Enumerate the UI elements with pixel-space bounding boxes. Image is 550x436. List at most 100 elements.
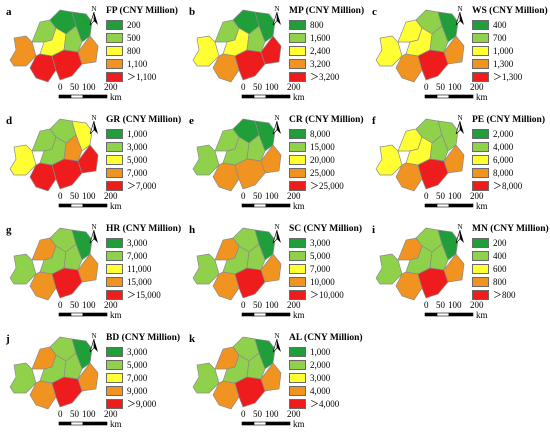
map-region-7: [51, 158, 83, 190]
map-panel-k: k N AL (CNY Million) 1,000 2,000 3,000 4,000 ＞4…: [183, 327, 363, 431]
legend-label: 7,000: [127, 167, 148, 178]
legend-swatch: [106, 32, 123, 43]
scale-tick-label: 200: [470, 82, 484, 92]
legend-label: 1,100: [127, 58, 148, 69]
map-panel-e: e N CR (CNY Million) 8,000 15,000 20,000 25,00…: [183, 109, 364, 213]
scale-unit: km: [293, 92, 305, 102]
map-panel-f: f N PE (CNY Million) 2,000 4,000 6,000 8,000 ＞8…: [366, 109, 546, 213]
map-region-8: [77, 253, 99, 283]
legend-swatch: [289, 385, 306, 396]
scale-tick-label: 0: [58, 82, 63, 92]
legend-title: WS (CNY Million): [472, 6, 548, 16]
map-panel-i: i N MN (CNY Million) 200 400 600 800 ＞800 0 50 100…: [366, 218, 549, 322]
legend-title: SC (CNY Million): [289, 224, 363, 234]
scale-bar-graphic: [241, 421, 291, 426]
scale-tick-label: 50: [70, 409, 79, 419]
legend-entry: ＞4,000: [289, 397, 363, 410]
legend-label: 15,000: [127, 276, 152, 287]
legend-label: 7,000: [310, 263, 331, 274]
panel-letter: j: [6, 333, 10, 345]
legend-label: 3,000: [310, 372, 331, 383]
scale-tick-label: 200: [104, 409, 118, 419]
scale-unit: km: [293, 419, 305, 429]
scale-tick-label: 200: [104, 191, 118, 201]
scale-unit: km: [476, 201, 488, 211]
province-map: [9, 227, 99, 301]
map-region-6: [212, 162, 240, 192]
map-region-7: [234, 158, 266, 190]
legend-entry: 9,000: [106, 384, 180, 397]
legend-label: 1,000: [493, 45, 514, 56]
map-legend: WS (CNY Million) 400 700 1,000 1,300 ＞1,300: [472, 6, 548, 83]
north-letter: N: [91, 114, 96, 122]
scale-tick-label: 0: [424, 82, 429, 92]
legend-entry: 6,000: [472, 153, 546, 166]
legend-label: 2,000: [310, 359, 331, 370]
legend-label: 800: [493, 276, 507, 287]
scale-tick-label: 50: [253, 82, 262, 92]
map-panel-d: d N GR (CNY Million) 1,000 3,000 5,000 7,000 ＞7…: [0, 109, 182, 213]
legend-entry: 3,000: [106, 345, 180, 358]
north-arrow-icon: N: [453, 222, 467, 244]
scale-bar-graphic: [58, 312, 108, 317]
legend-label: 500: [127, 32, 141, 43]
legend-label: 20,000: [310, 154, 335, 165]
legend-entry: 7,000: [289, 262, 363, 275]
legend-swatch: [106, 276, 123, 287]
legend-entry: 11,000: [106, 262, 180, 275]
panel-letter: h: [189, 224, 196, 236]
legend-label: 11,000: [127, 263, 152, 274]
map-legend: CR (CNY Million) 8,000 15,000 20,000 25,000 ＞…: [289, 115, 364, 192]
legend-label: 6,000: [493, 154, 514, 165]
legend-entry: 400: [472, 18, 546, 31]
legend-entry: 20,000: [289, 153, 363, 166]
legend-title: GR (CNY Million): [106, 115, 182, 125]
legend-entry: 1,600: [289, 31, 363, 44]
panel-letter: f: [372, 115, 376, 127]
legend-swatch: [472, 263, 489, 274]
legend-entry: 4,000: [472, 140, 546, 153]
legend-entry: 5,000: [106, 153, 180, 166]
legend-entry: 2,000: [289, 358, 363, 371]
legend-label: 3,000: [127, 237, 148, 248]
scale-bar: 0 50 100 200 km: [48, 300, 138, 320]
legend-entry: ＞1,300: [472, 70, 546, 83]
panel-letter: b: [189, 6, 196, 18]
panel-letter: c: [372, 6, 377, 18]
scale-bar-graphic: [241, 203, 291, 208]
legend-entry: 5,000: [106, 358, 180, 371]
scale-tick-label: 200: [104, 82, 118, 92]
legend-label: 200: [127, 19, 141, 30]
province-map: [375, 9, 465, 83]
north-arrow-icon: N: [270, 222, 284, 244]
legend-label: ＞8,000: [493, 181, 523, 191]
legend-entry: 3,000: [289, 236, 363, 249]
scale-unit: km: [110, 310, 122, 320]
map-region-8: [443, 144, 465, 174]
legend-swatch: [106, 19, 123, 30]
map-region-8: [260, 253, 282, 283]
legend-entry: 15,000: [106, 275, 180, 288]
legend-entry: ＞10,000: [289, 288, 363, 301]
north-arrow-icon: N: [270, 331, 284, 353]
map-region-7: [417, 267, 449, 299]
panel-letter: g: [6, 224, 12, 236]
legend-entry: 400: [472, 249, 546, 262]
legend-swatch: [472, 141, 489, 152]
scale-bar: 0 50 100 200 km: [48, 409, 138, 429]
legend-entry: 200: [106, 18, 180, 31]
north-letter: N: [274, 5, 279, 13]
legend-swatch: [289, 289, 306, 300]
legend-label: 4,000: [493, 141, 514, 152]
map-region-0: [375, 253, 403, 285]
north-letter: N: [457, 114, 462, 122]
legend-swatch: [106, 167, 123, 178]
legend-entry: 3,000: [106, 140, 180, 153]
province-map: [192, 118, 282, 192]
legend-entry: 3,200: [289, 57, 363, 70]
legend-entry: 1,000: [289, 345, 363, 358]
legend-swatch: [106, 45, 123, 56]
legend-entry: 8,000: [289, 127, 363, 140]
north-letter: N: [274, 114, 279, 122]
legend-entry: 3,000: [106, 236, 180, 249]
